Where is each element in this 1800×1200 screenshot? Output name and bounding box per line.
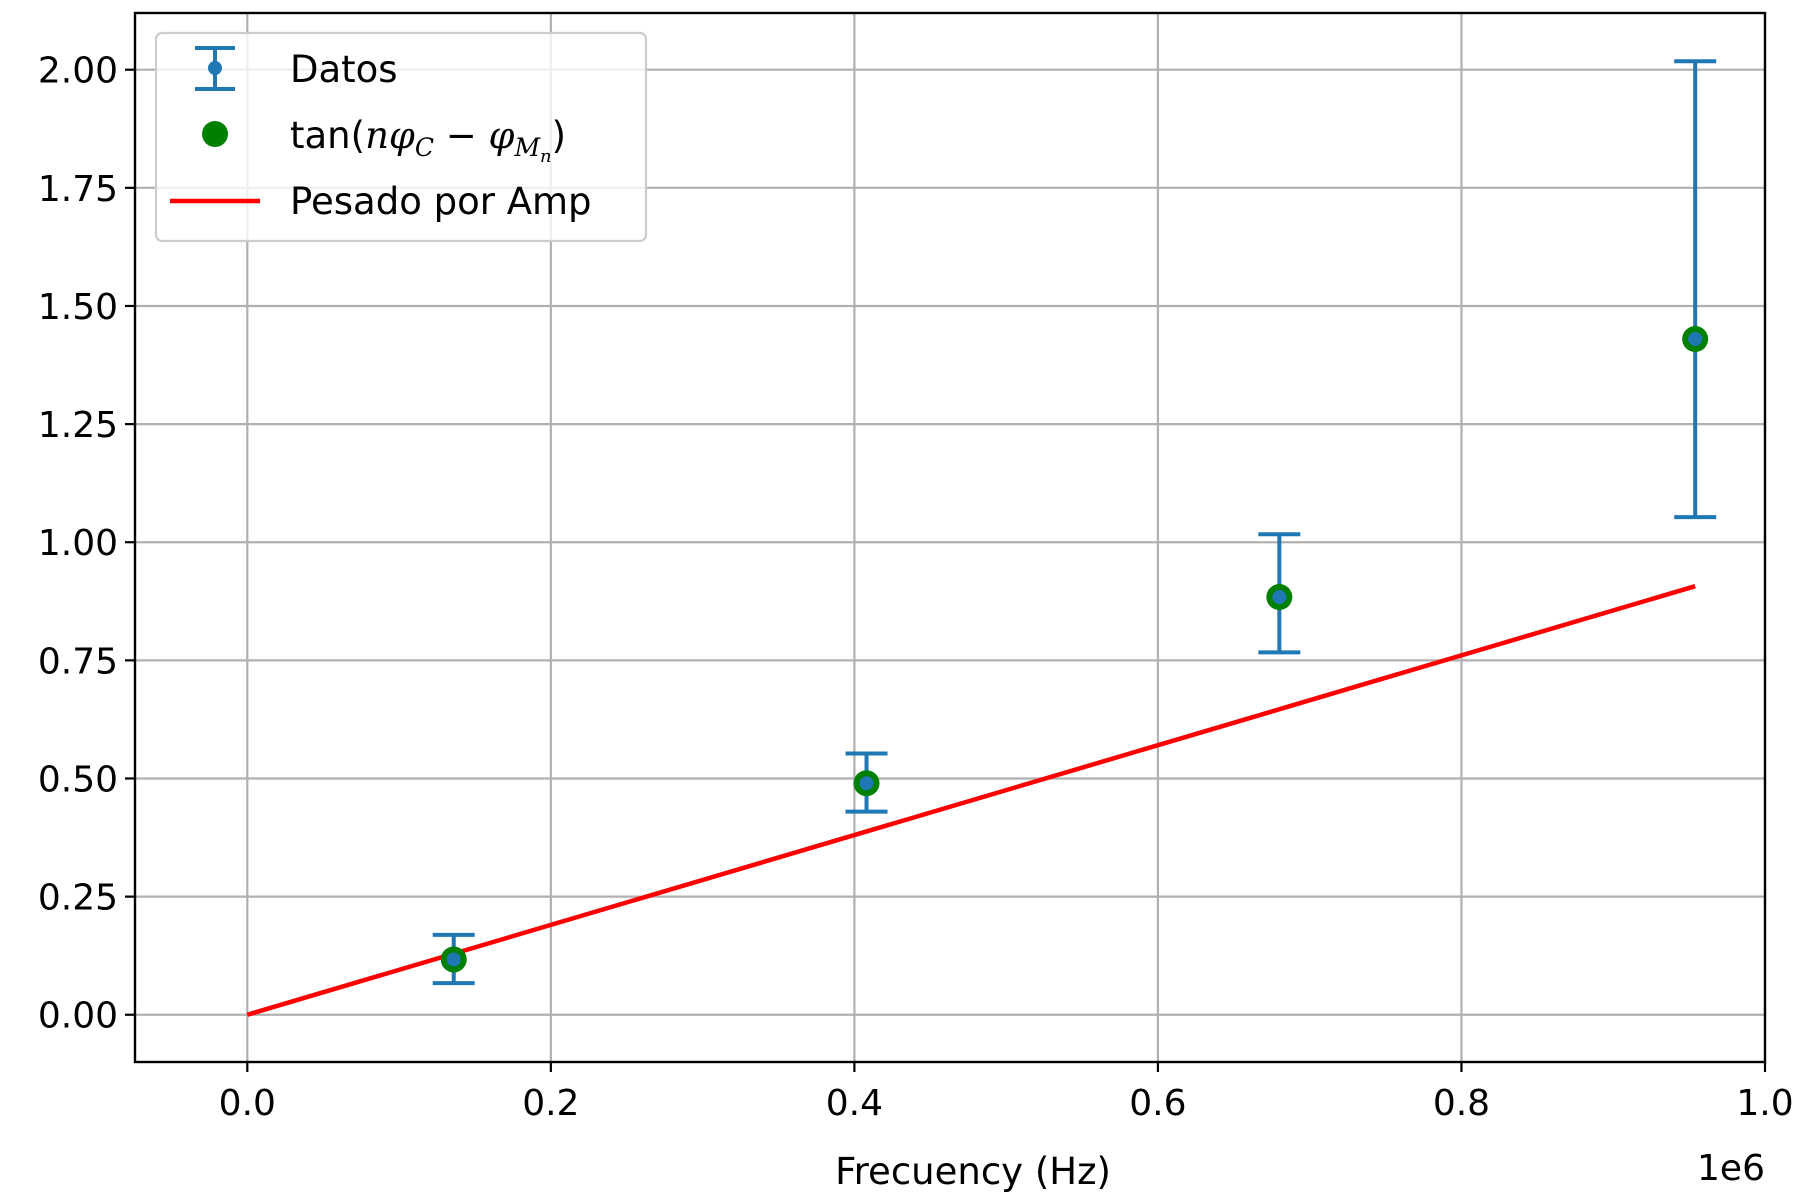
x-tick-label: 0.4: [826, 1083, 883, 1124]
x-axis-ticks: 0.0 0.2 0.4 0.6 0.8 1.0: [219, 1062, 1794, 1124]
x-axis-offset-label: 1e6: [1697, 1148, 1765, 1189]
blue-data-point: [446, 952, 461, 967]
x-tick-label: 0.0: [219, 1083, 276, 1124]
y-tick-label: 1.50: [38, 287, 118, 328]
blue-data-point: [859, 776, 874, 791]
x-tick-label: 0.2: [522, 1083, 579, 1124]
errorbar-series: [432, 59, 1717, 986]
y-tick-label: 0.25: [38, 878, 118, 919]
fit-line-series: [246, 584, 1696, 1017]
x-tick-label: 0.8: [1433, 1083, 1490, 1124]
y-tick-label: 0.75: [38, 641, 118, 682]
grid: [135, 13, 1767, 1062]
legend-label-fit: Pesado por Amp: [290, 180, 592, 223]
blue-data-point: [1688, 332, 1703, 347]
y-tick-label: 1.25: [38, 405, 118, 446]
y-tick-label: 1.00: [38, 523, 118, 564]
plot-frame: [133, 11, 1767, 1064]
y-tick-label: 2.00: [38, 51, 118, 92]
y-tick-label: 1.75: [38, 169, 118, 210]
legend: Datos tan(nφC − φMn) Pesado por Amp: [154, 31, 648, 243]
y-axis-ticks: 0.00 0.25 0.50 0.75 1.00 1.25 1.50 1.75 2.00: [38, 51, 135, 1037]
legend-errorbar-marker: [195, 46, 235, 91]
legend-green-marker: [202, 121, 228, 147]
x-axis-label: Frecuency (Hz): [835, 1150, 1111, 1193]
legend-label-tan: tan(nφC − φMn): [290, 114, 566, 167]
fit-line: [246, 584, 1696, 1017]
legend-box: [154, 31, 648, 243]
x-tick-label: 0.6: [1129, 1083, 1186, 1124]
y-tick-label: 0.00: [38, 996, 118, 1037]
legend-label-datos: Datos: [290, 48, 398, 91]
x-tick-label: 1.0: [1736, 1083, 1793, 1124]
blue-data-point: [1272, 590, 1287, 605]
point-series: [440, 326, 1709, 973]
y-tick-label: 0.50: [38, 759, 118, 800]
